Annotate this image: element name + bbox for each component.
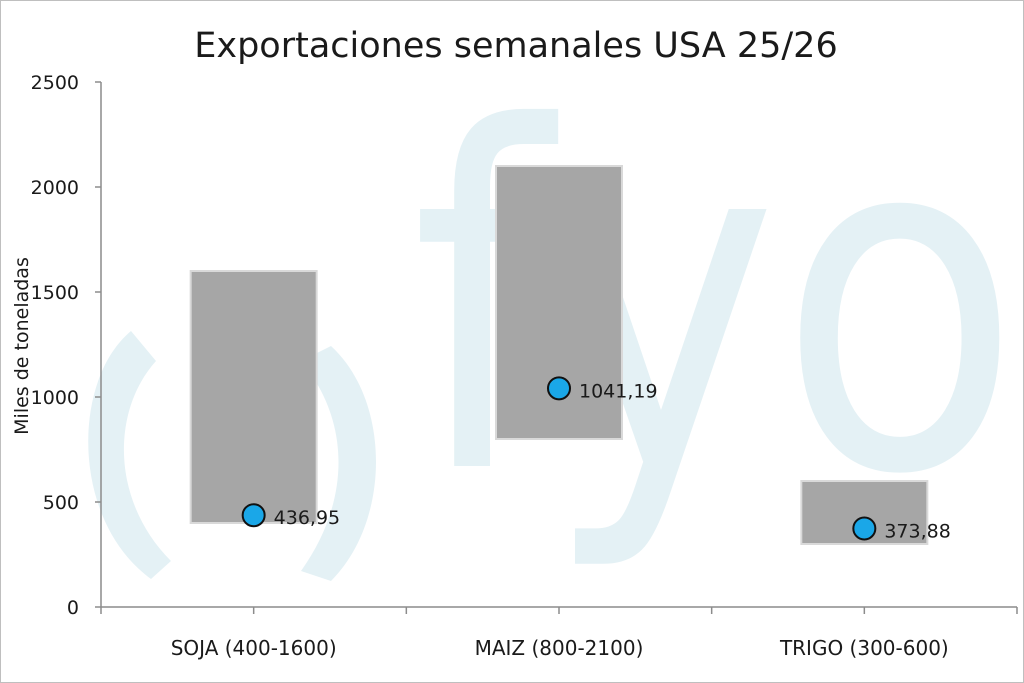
y-tick-label: 0: [67, 597, 79, 619]
y-tick-label: 1000: [31, 387, 79, 409]
x-category-label: SOJA (400-1600): [171, 636, 337, 660]
value-marker: [852, 516, 877, 541]
y-tick-label: 2000: [31, 177, 79, 199]
data-label: 373,88: [884, 520, 950, 542]
x-category-label: TRIGO (300-600): [779, 636, 949, 660]
x-axis: SOJA (400-1600) MAIZ (800-2100) TRIGO (300…: [100, 606, 1018, 660]
range-bars: [189, 165, 929, 545]
range-bar: [800, 480, 929, 545]
watermark-bracket-right: [301, 346, 376, 581]
chart-title: Exportaciones semanales USA 25/26: [194, 26, 837, 66]
watermark-bracket: [88, 331, 171, 579]
value-markers: [241, 376, 877, 541]
y-tick-label: 1500: [31, 282, 79, 304]
x-category-label: MAIZ (800-2100): [475, 636, 644, 660]
data-label: 436,95: [274, 507, 340, 529]
value-marker: [241, 503, 266, 528]
data-label: 1041,19: [579, 380, 658, 402]
range-bar: [189, 270, 318, 524]
y-axis-label: Miles de toneladas: [11, 257, 33, 435]
data-labels: 436,95 1041,19 373,88: [274, 380, 951, 542]
y-axis: 0 500 1000 1500 2000 2500: [31, 72, 102, 619]
y-tick-label: 500: [43, 492, 79, 514]
y-tick-label: 2500: [31, 72, 79, 94]
value-marker: [547, 376, 571, 401]
